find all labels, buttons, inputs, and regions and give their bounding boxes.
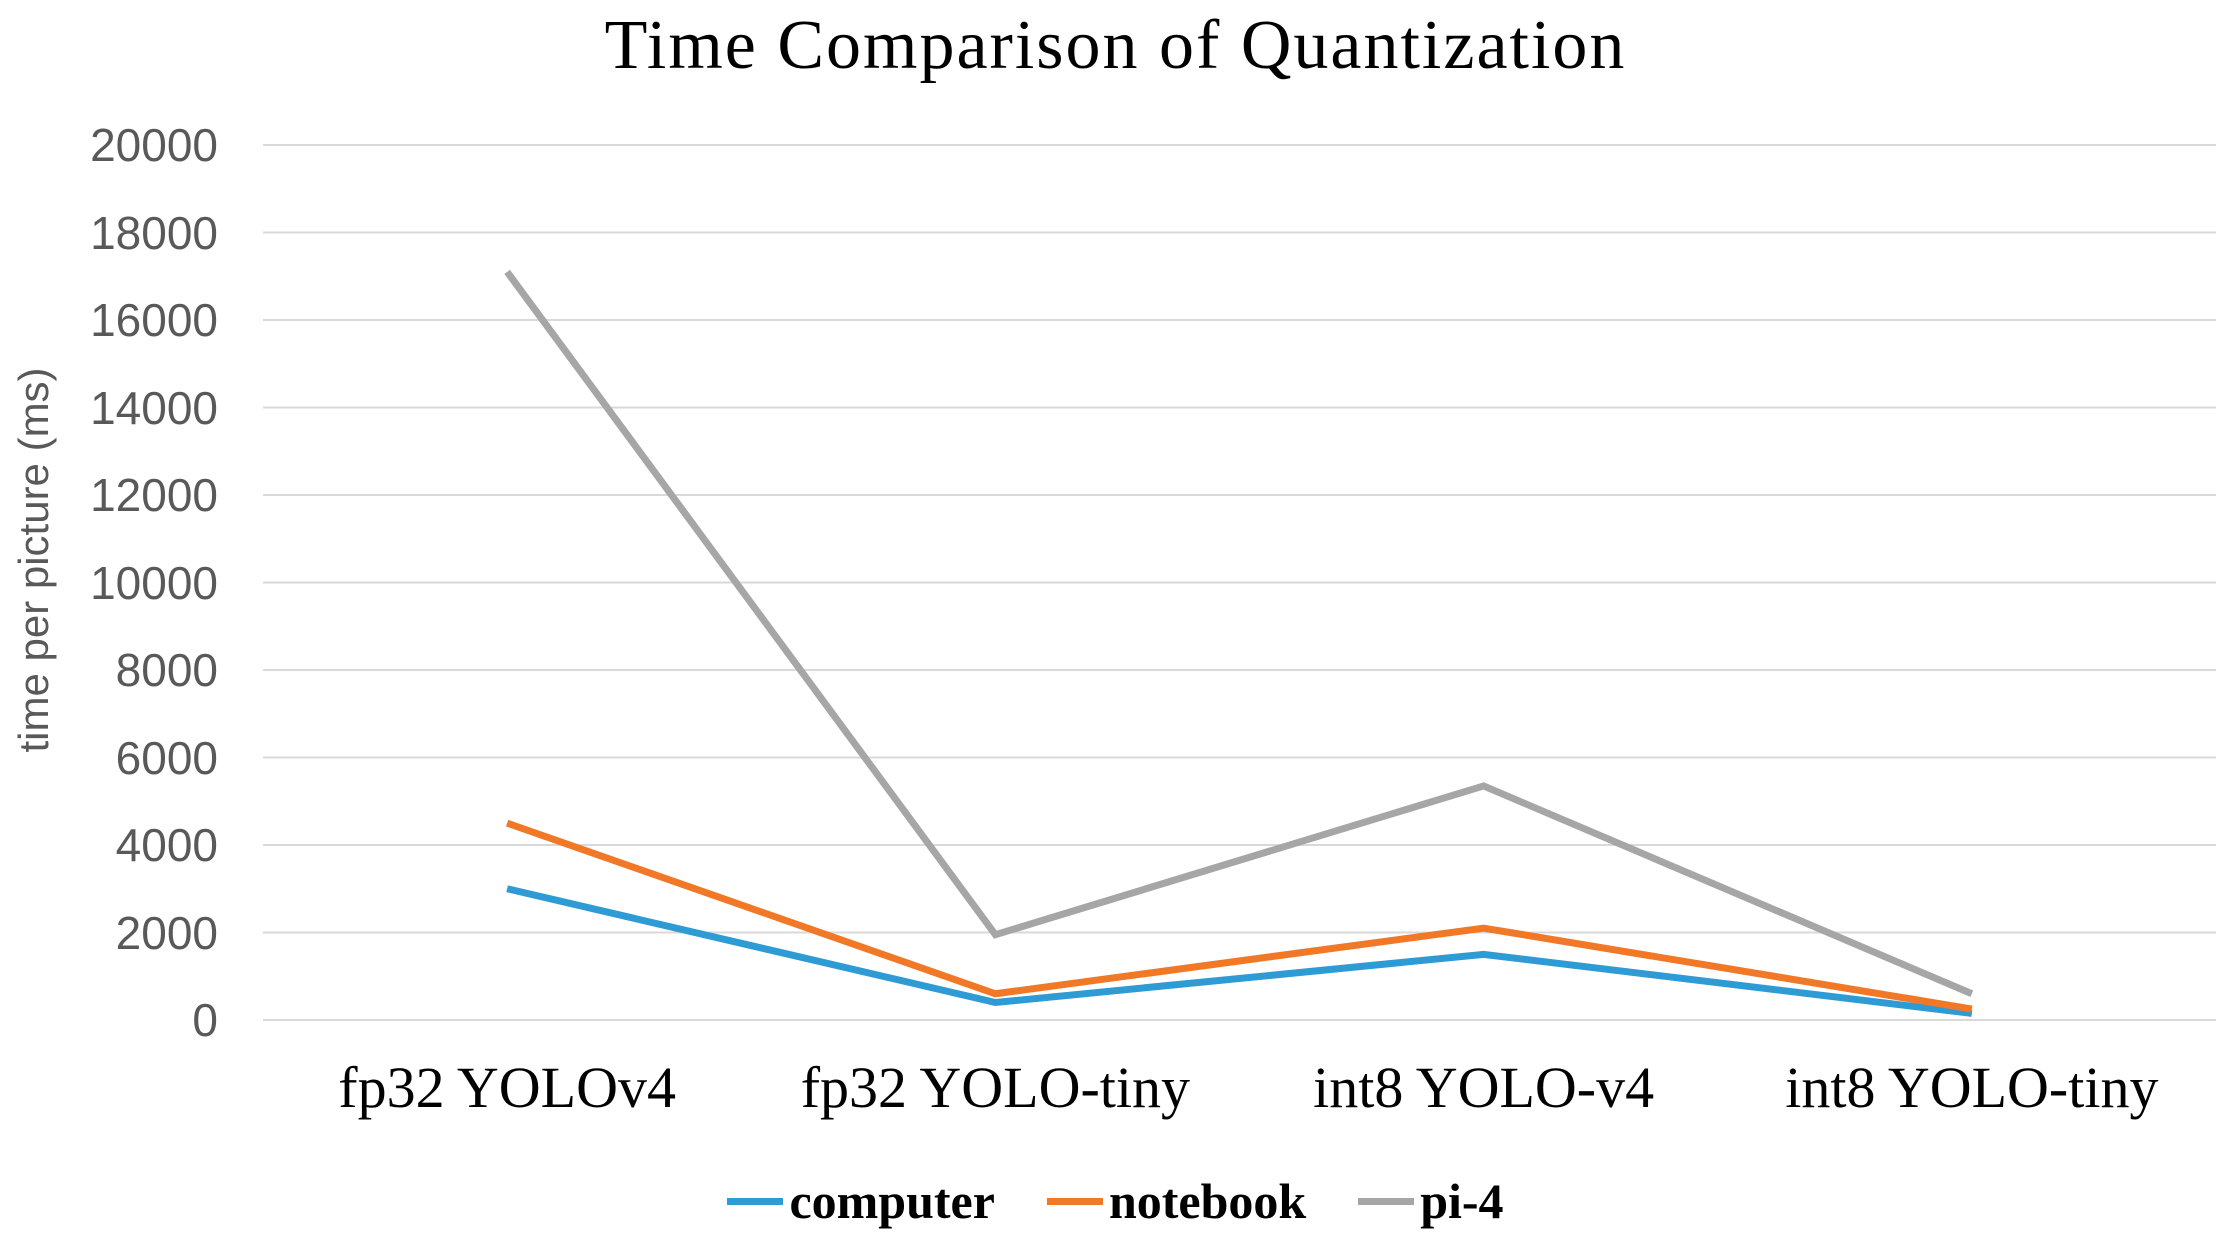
series-line-notebook	[505, 819, 1973, 1013]
legend: computer notebook pi-4	[0, 1158, 2231, 1244]
y-tick-label: 6000	[115, 731, 218, 784]
x-axis-label: int8 YOLO-tiny	[1785, 1055, 2159, 1120]
y-tick-label: 18000	[90, 206, 218, 259]
series-line-pi-4	[504, 269, 1974, 997]
y-tick-label: 16000	[90, 294, 218, 346]
y-tick-label: 4000	[115, 819, 218, 871]
legend-label: notebook	[1108, 1173, 1307, 1229]
legend-swatch-icon	[727, 1197, 784, 1205]
x-axis-label: fp32 YOLO-tiny	[800, 1055, 1191, 1120]
y-tick-label: 10000	[90, 556, 218, 609]
legend-label: computer	[789, 1173, 995, 1229]
legend-entry-notebook: notebook	[1046, 1172, 1307, 1230]
y-tick-label: 0	[192, 994, 218, 1046]
y-tick-label: 2000	[115, 906, 218, 959]
chart-title: Time Comparison of Quantization	[604, 7, 1627, 84]
legend-entry-pi-4: pi-4	[1358, 1172, 1504, 1230]
x-axis-label: int8 YOLO-v4	[1313, 1055, 1655, 1120]
series-line-computer	[506, 885, 1973, 1017]
x-axis-label: fp32 YOLOv4	[338, 1055, 676, 1120]
legend-label: pi-4	[1420, 1173, 1504, 1229]
legend-swatch-icon	[1358, 1197, 1415, 1205]
legend-entry-computer: computer	[727, 1172, 995, 1230]
y-tick-label: 12000	[90, 469, 218, 521]
y-tick-label: 8000	[115, 644, 218, 696]
y-tick-label: 14000	[90, 381, 218, 434]
y-tick-label: 20000	[90, 119, 218, 171]
legend-swatch-icon	[1046, 1197, 1103, 1205]
